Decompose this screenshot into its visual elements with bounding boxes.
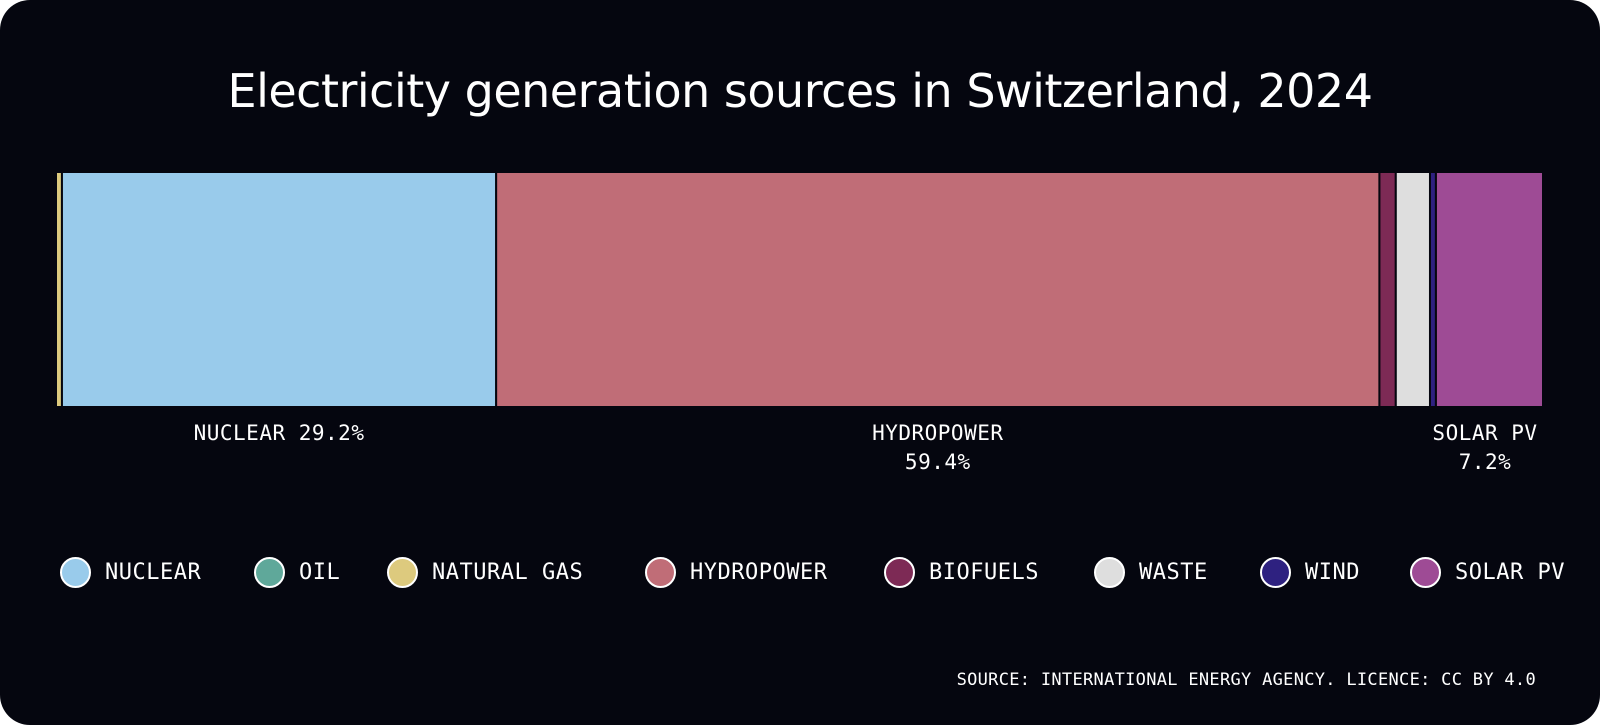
legend-item-solar-pv: SOLAR PV	[1410, 557, 1565, 588]
legend-swatch-biofuels	[884, 557, 915, 588]
legend-label-hydropower: HYDROPOWER	[690, 560, 828, 585]
legend-item-oil: OIL	[254, 557, 340, 588]
legend-label-nuclear: NUCLEAR	[105, 560, 202, 585]
legend-swatch-nuclear	[60, 557, 91, 588]
legend-item-hydropower: HYDROPOWER	[645, 557, 827, 588]
bar-segment-hydropower	[495, 171, 1381, 408]
legend-swatch-hydropower	[645, 557, 676, 588]
legend-item-waste: WASTE	[1094, 557, 1208, 588]
legend-label-natural-gas: NATURAL GAS	[432, 560, 584, 585]
legend-label-solar-pv: SOLAR PV	[1455, 560, 1565, 585]
chart-title: Electricity generation sources in Switze…	[227, 64, 1373, 118]
legend-label-oil: OIL	[299, 560, 341, 585]
legend-label-wind: WIND	[1305, 560, 1360, 585]
source-note: SOURCE: INTERNATIONAL ENERGY AGENCY. LIC…	[956, 670, 1536, 690]
legend-swatch-natural-gas	[387, 557, 418, 588]
data-label-hydropower: HYDROPOWER	[872, 421, 1003, 445]
legend-item-wind: WIND	[1260, 557, 1360, 588]
legend-swatch-solar-pv	[1410, 557, 1441, 588]
data-label-hydropower-value: 59.4%	[905, 450, 971, 474]
bar-segment-waste	[1394, 171, 1431, 408]
legend-item-biofuels: BIOFUELS	[884, 557, 1039, 588]
data-label-nuclear: NUCLEAR 29.2%	[194, 421, 365, 445]
legend-item-natural-gas: NATURAL GAS	[387, 557, 583, 588]
legend-swatch-wind	[1260, 557, 1291, 588]
data-label-solar-pv: SOLAR PV	[1432, 421, 1537, 445]
legend-swatch-oil	[254, 557, 285, 588]
bar-segment-biofuels	[1378, 171, 1397, 408]
legend-item-nuclear: NUCLEAR	[60, 557, 201, 588]
legend-swatch-waste	[1094, 557, 1125, 588]
legend-label-waste: WASTE	[1139, 560, 1208, 585]
bar-segment-solar-pv	[1434, 171, 1545, 408]
bar-segment-nuclear	[60, 171, 498, 408]
data-label-solar-pv-value: 7.2%	[1459, 450, 1512, 474]
legend-label-biofuels: BIOFUELS	[929, 560, 1039, 585]
